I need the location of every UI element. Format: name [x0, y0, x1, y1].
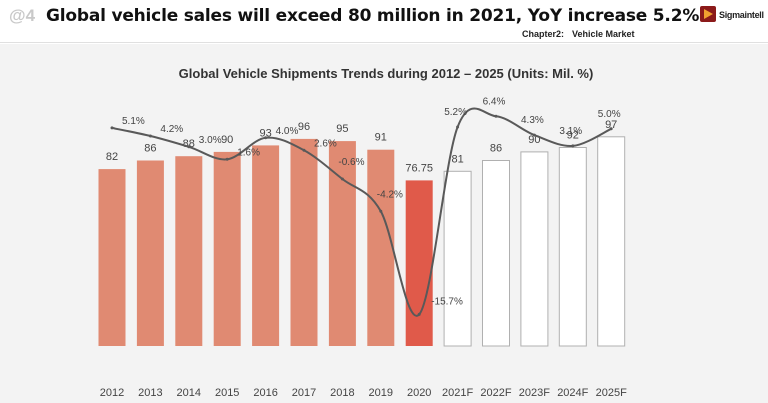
yoy-point-2020	[417, 312, 421, 316]
bar-2018	[328, 141, 356, 346]
yoy-label-2012: 5.1%	[122, 116, 145, 127]
bar-2022F	[482, 160, 510, 347]
yoy-label-2013: 4.2%	[160, 124, 183, 135]
bar-2012	[98, 169, 126, 346]
x-tick-2022F: 2022F	[480, 387, 511, 399]
bar-label-2016: 93	[259, 127, 271, 139]
bar-2013	[136, 160, 164, 346]
bar-2021F	[443, 170, 472, 347]
bar-label-2021F: 81	[451, 153, 463, 165]
bar-2014	[175, 156, 203, 346]
slide-number: @4	[9, 6, 36, 25]
bar-2023F	[520, 151, 549, 347]
bar-label-2022F: 86	[490, 143, 502, 155]
bar-2017	[290, 138, 318, 346]
bar-2015	[213, 151, 241, 346]
x-tick-2012: 2012	[100, 387, 124, 399]
x-tick-2024F: 2024F	[557, 387, 588, 399]
yoy-label-2019: -4.2%	[377, 189, 403, 200]
bar-2019	[367, 149, 395, 346]
shipments-chart: Global Vehicle Shipments Trends during 2…	[98, 66, 627, 399]
yoy-point-2024F	[571, 144, 575, 148]
yoy-label-2021F: 5.2%	[444, 107, 467, 118]
chapter-name: Vehicle Market	[572, 29, 635, 39]
yoy-label-2016: 4.0%	[276, 126, 299, 137]
yoy-label-2014: 3.0%	[199, 135, 222, 146]
slide-header: @4 Global vehicle sales will exceed 80 m…	[0, 0, 768, 44]
x-tick-2025F: 2025F	[596, 387, 627, 399]
x-tick-2014: 2014	[177, 387, 201, 399]
yoy-label-2022F: 6.4%	[483, 96, 506, 107]
yoy-label-2020: -15.7%	[431, 296, 463, 307]
bar-label-2017: 96	[298, 121, 310, 133]
bar-label-2024F: 92	[567, 130, 579, 142]
x-tick-2013: 2013	[138, 387, 162, 399]
yoy-label-2015: 1.6%	[237, 147, 260, 158]
yoy-point-2012	[110, 126, 114, 130]
yoy-point-2016	[264, 136, 268, 140]
logo-icon	[700, 6, 716, 22]
chapter-number: Chapter2:	[522, 29, 565, 39]
bar-label-2019: 91	[375, 132, 387, 144]
logo-text: Sigmaintell	[719, 10, 764, 20]
slide-headline: Global vehicle sales will exceed 80 mill…	[46, 6, 700, 26]
bar-label-2020: 76.75	[405, 162, 433, 174]
yoy-point-2018	[340, 177, 344, 181]
yoy-label-2018: -0.6%	[338, 157, 364, 168]
x-tick-2017: 2017	[292, 387, 316, 399]
chart-title: Global Vehicle Shipments Trends during 2…	[179, 66, 594, 81]
yoy-point-2013	[148, 134, 152, 138]
x-tick-2018: 2018	[330, 387, 354, 399]
yoy-point-2014	[187, 145, 191, 149]
bar-label-2012: 82	[106, 151, 118, 163]
x-tick-2016: 2016	[253, 387, 277, 399]
bar-2020	[405, 180, 433, 346]
x-tick-2015: 2015	[215, 387, 239, 399]
chapter-label: Chapter2: Vehicle Market	[522, 29, 643, 39]
bar-label-2015: 90	[221, 134, 233, 146]
bar-2016	[252, 145, 280, 346]
yoy-point-2025F	[609, 127, 613, 131]
bar-2024F	[558, 147, 587, 347]
bar-2025F	[597, 136, 626, 347]
yoy-label-2023F: 4.3%	[521, 115, 544, 126]
bar-label-2018: 95	[336, 123, 348, 135]
bar-label-2025F: 97	[605, 119, 617, 131]
yoy-point-2022F	[494, 114, 498, 118]
company-logo: Sigmaintell	[700, 4, 764, 26]
x-tick-2021F: 2021F	[442, 387, 473, 399]
x-tick-2023F: 2023F	[519, 387, 550, 399]
yoy-point-2021F	[456, 125, 460, 129]
x-tick-2019: 2019	[369, 387, 393, 399]
yoy-label-2025F: 5.0%	[598, 109, 621, 120]
yoy-point-2023F	[532, 133, 536, 137]
header-divider	[0, 42, 768, 43]
yoy-point-2015	[225, 157, 229, 161]
yoy-point-2019	[379, 209, 383, 213]
yoy-label-2024F: 3.1%	[559, 126, 582, 137]
x-tick-2020: 2020	[407, 387, 431, 399]
yoy-point-2017	[302, 148, 306, 152]
bar-label-2013: 86	[144, 143, 156, 155]
yoy-label-2017: 2.6%	[314, 138, 337, 149]
